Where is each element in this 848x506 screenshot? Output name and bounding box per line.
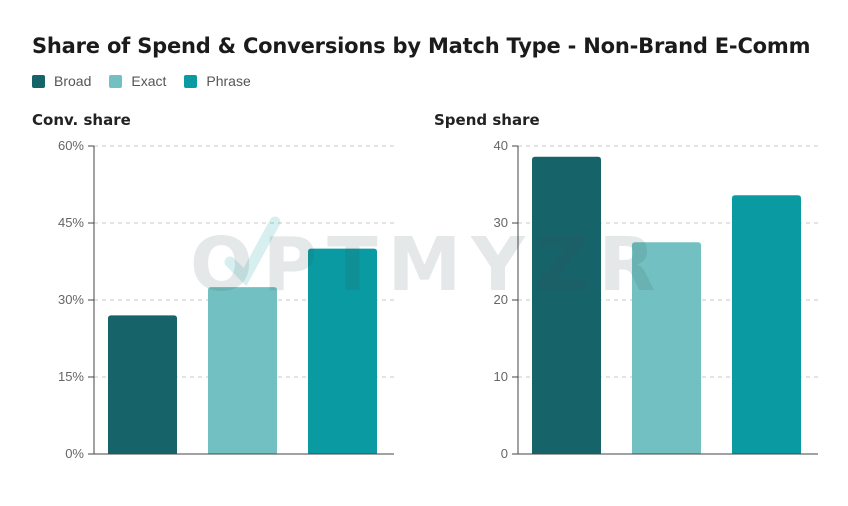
legend: Broad Exact Phrase	[32, 73, 251, 89]
legend-swatch-broad	[32, 74, 45, 88]
chart-title: Share of Spend & Conversions by Match Ty…	[32, 34, 811, 58]
watermark-logo: OPTMYZR	[190, 216, 660, 308]
bar-exact	[632, 242, 701, 454]
bar-broad	[532, 156, 601, 454]
legend-label-broad: Broad	[54, 73, 92, 89]
y-tick-label: 45%	[58, 215, 84, 230]
legend-item-exact[interactable]: Exact	[109, 73, 166, 89]
legend-item-broad[interactable]: Broad	[32, 73, 91, 89]
legend-label-exact: Exact	[131, 73, 167, 89]
y-tick-label: 20	[494, 292, 508, 307]
legend-swatch-phrase	[184, 74, 198, 88]
spend-share-chart: 0 10 20 30 40	[494, 138, 818, 461]
y-tick-label: 40	[494, 138, 508, 153]
y-tick-label: 60%	[58, 138, 84, 153]
bar-phrase	[308, 248, 377, 454]
bar-exact	[208, 287, 277, 454]
y-tick-label: 30%	[58, 292, 84, 307]
conv-share-chart: 0% 15% 30% 45% 60%	[58, 138, 394, 461]
bar-phrase	[732, 195, 801, 454]
y-tick-label: 30	[494, 215, 508, 230]
legend-item-phrase[interactable]: Phrase	[184, 73, 251, 89]
watermark-text: OPTMYZR	[190, 222, 660, 308]
legend-label-phrase: Phrase	[206, 73, 251, 89]
y-tick-label: 0	[501, 446, 508, 461]
legend-swatch-exact	[109, 74, 123, 88]
bar-broad	[108, 315, 177, 454]
watermark-check-icon	[224, 216, 281, 287]
y-tick-label: 0%	[65, 446, 84, 461]
spend-share-chart-title: Spend share	[434, 111, 540, 129]
conv-share-chart-title: Conv. share	[32, 111, 131, 129]
y-tick-label: 15%	[58, 369, 84, 384]
y-tick-label: 10	[494, 369, 508, 384]
